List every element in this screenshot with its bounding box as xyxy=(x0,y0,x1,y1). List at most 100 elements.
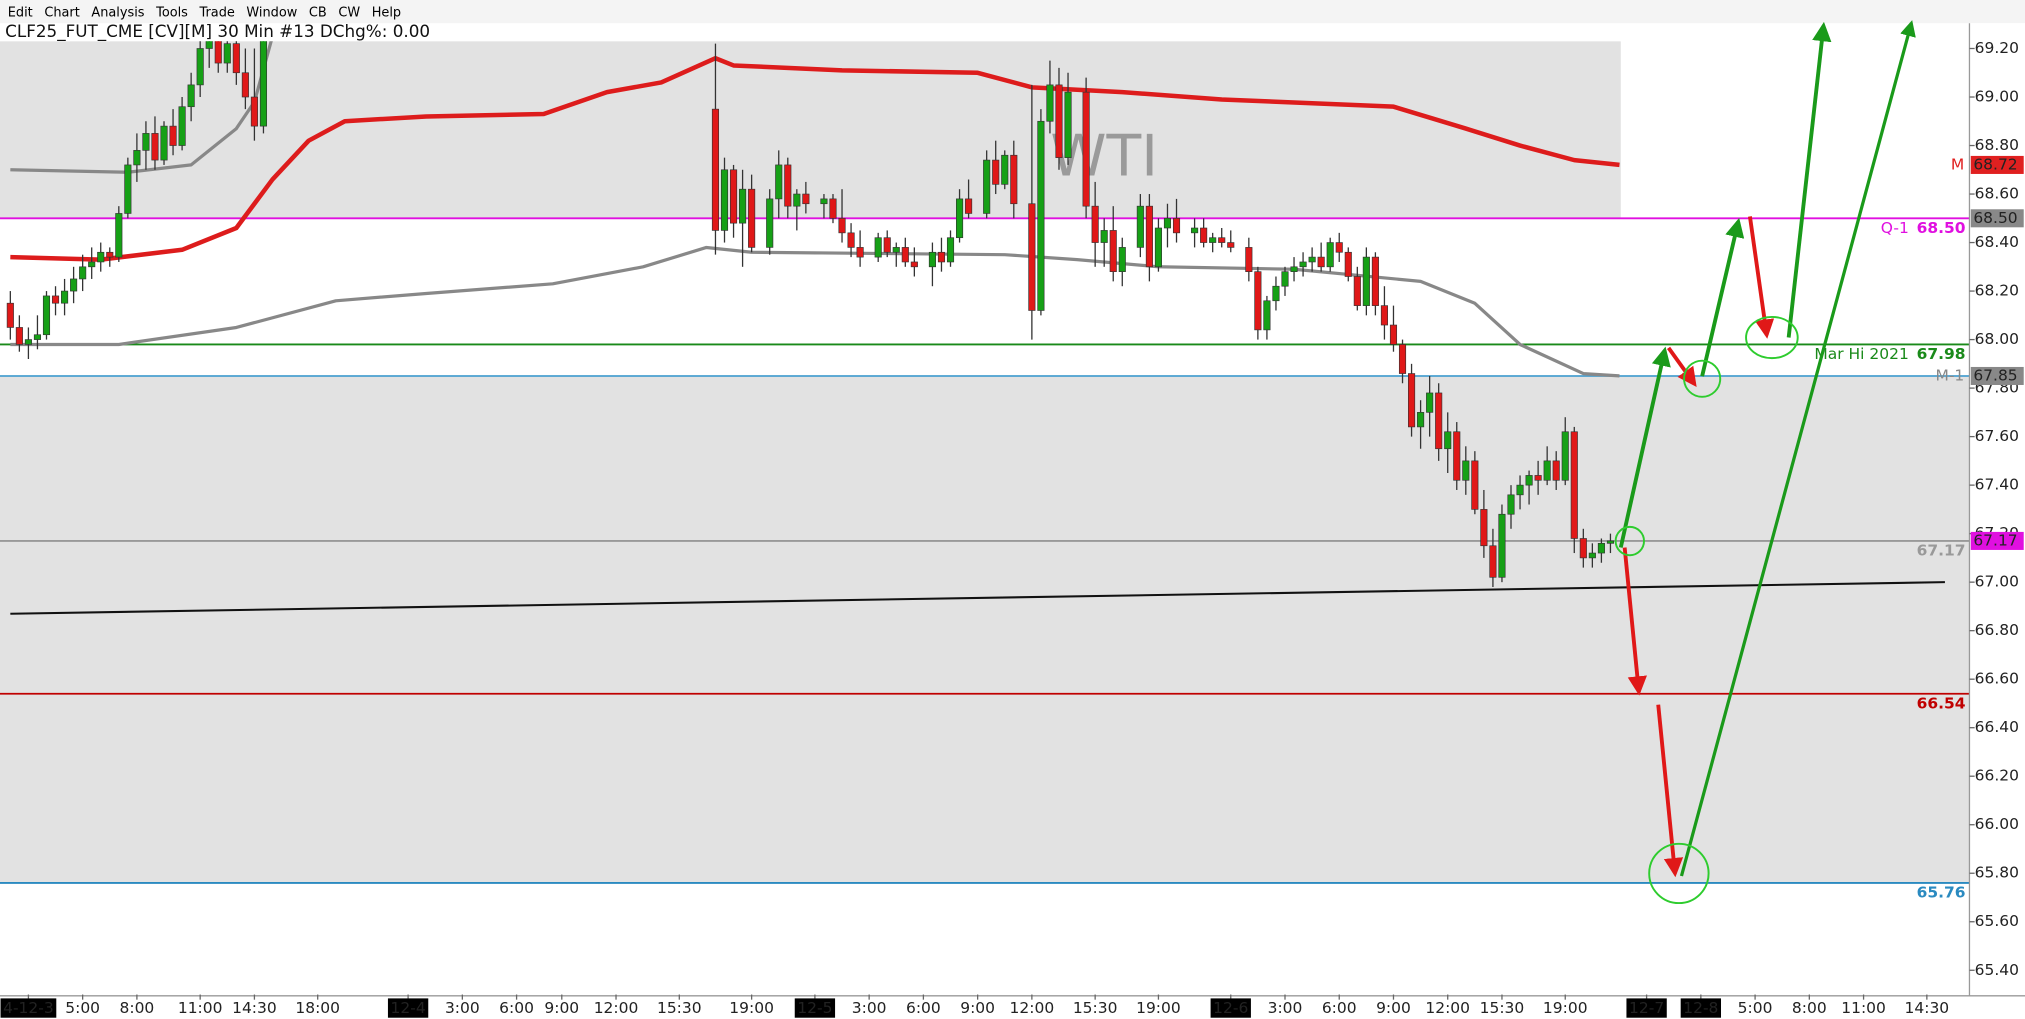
candle-body xyxy=(1561,431,1569,481)
y-tick-label: 68.80 xyxy=(1975,136,2019,154)
circle xyxy=(1614,525,1645,557)
candle-body xyxy=(88,261,96,268)
candle-body xyxy=(1001,154,1009,185)
y-tick-label: 66.20 xyxy=(1975,767,2019,785)
candle-body xyxy=(1317,256,1325,268)
candle-body xyxy=(106,251,114,258)
y-tick-label: 68.40 xyxy=(1975,233,2019,251)
y-tick-label: 66.80 xyxy=(1975,621,2019,639)
candle-body xyxy=(1453,431,1461,481)
candle-body xyxy=(241,72,249,98)
candle-body xyxy=(133,150,141,166)
candle-body xyxy=(1380,305,1388,326)
menu-item[interactable]: Window xyxy=(246,5,297,20)
candle-body xyxy=(15,327,23,345)
candle-body xyxy=(847,232,855,248)
y-tick-label: 66.60 xyxy=(1975,670,2019,688)
candle-body xyxy=(784,164,792,207)
level-name: Mar Hi 2021 xyxy=(1814,345,1908,363)
candle-body xyxy=(259,41,268,127)
x-tick-label: 12-7 xyxy=(1629,999,1664,1017)
menu-item[interactable]: Trade xyxy=(199,5,235,20)
candle-body xyxy=(1435,392,1443,450)
annotations xyxy=(1614,20,1916,905)
menu-item[interactable]: CB xyxy=(309,5,327,20)
candle-body xyxy=(1091,205,1099,243)
menu-item[interactable]: Help xyxy=(372,5,401,20)
x-tick-label: 19:00 xyxy=(729,999,774,1017)
x-tick-label: 8:00 xyxy=(119,999,154,1017)
x-tick-label: 12:00 xyxy=(594,999,639,1017)
x-tick-label: 4-12-3 xyxy=(3,999,54,1017)
candle-body xyxy=(169,125,177,146)
candle-body xyxy=(1010,154,1018,205)
candle-body xyxy=(196,48,204,86)
candle-body xyxy=(1037,120,1045,311)
candle-body xyxy=(766,198,774,248)
x-tick-label: 5:00 xyxy=(65,999,100,1017)
candle-body xyxy=(892,247,900,253)
arrow xyxy=(1666,346,1697,388)
candle-body xyxy=(1136,205,1144,248)
price-axis xyxy=(1969,23,2025,996)
axis-tag-name: M xyxy=(1951,155,1964,173)
candle-body xyxy=(729,169,738,224)
x-tick-label: 12-8 xyxy=(1683,999,1718,1017)
menu-item[interactable]: Edit xyxy=(8,5,33,20)
axis-tag-label: 68.72 xyxy=(1973,155,2017,173)
x-date-box xyxy=(387,998,429,1018)
y-tick-label: 66.00 xyxy=(1975,815,2019,833)
level-value: 66.54 xyxy=(1917,695,1966,713)
candle-body xyxy=(1172,217,1181,234)
candle-body xyxy=(1191,227,1199,234)
candle-body xyxy=(1606,540,1614,544)
x-tick-label: 6:00 xyxy=(906,999,941,1017)
candle-body xyxy=(1308,256,1316,263)
x-date-box xyxy=(794,998,836,1018)
x-tick-label: 19:00 xyxy=(1136,999,1181,1017)
menu-item[interactable]: Chart xyxy=(44,5,79,20)
levels: 68.50 Q-1 67.98 Mar Hi 2021 67.17 66.54 65.76 xyxy=(0,217,1970,902)
x-tick-label: 14:30 xyxy=(232,999,277,1017)
level-value: 65.76 xyxy=(1917,884,1966,902)
zones xyxy=(0,41,1970,883)
candle-body xyxy=(992,159,1000,185)
candle-body xyxy=(232,43,240,74)
candle-body xyxy=(1145,205,1153,268)
axis-tag xyxy=(1970,155,2024,174)
candle-body xyxy=(1200,227,1208,243)
axes: 65.40 65.60 65.80 66.00 66.20 66.40 66.60 66.80… xyxy=(0,39,2024,1018)
menu-item[interactable]: CW xyxy=(338,5,360,20)
candle-body xyxy=(1516,484,1524,496)
menu-item[interactable]: Tools xyxy=(155,5,188,20)
candle-body xyxy=(883,237,891,253)
x-tick-label: 3:00 xyxy=(852,999,887,1017)
candle-body xyxy=(820,198,828,205)
candle-body xyxy=(1109,230,1117,272)
candle-body xyxy=(51,295,60,304)
candle-body xyxy=(1326,242,1334,268)
x-tick-label: 11:00 xyxy=(178,999,223,1017)
candle-body xyxy=(1579,538,1587,559)
candle-body xyxy=(205,41,213,49)
y-tick-label: 68.00 xyxy=(1975,330,2019,348)
candle-body xyxy=(97,251,105,263)
y-tick-label: 67.60 xyxy=(1975,427,2019,445)
y-tick-label: 65.80 xyxy=(1975,864,2019,882)
candle-body xyxy=(70,278,78,292)
candle-body xyxy=(711,108,720,231)
candle-body xyxy=(1299,261,1307,268)
candle-body xyxy=(1353,276,1361,306)
candle-body xyxy=(1371,256,1379,306)
zone xyxy=(0,375,1970,883)
candle-body xyxy=(965,198,973,214)
level-value: 67.17 xyxy=(1917,542,1966,560)
menu-item[interactable]: Analysis xyxy=(91,5,144,20)
candle-body xyxy=(142,133,150,151)
candle-body xyxy=(1028,203,1036,311)
candle-body xyxy=(1398,344,1407,374)
candle-body xyxy=(250,96,258,127)
y-tick-label: 67.40 xyxy=(1975,476,2019,494)
chart-title: CLF25_FUT_CME [CV][M] 30 Min #13 DChg%: … xyxy=(5,21,430,42)
x-tick-label: 8:00 xyxy=(1792,999,1827,1017)
